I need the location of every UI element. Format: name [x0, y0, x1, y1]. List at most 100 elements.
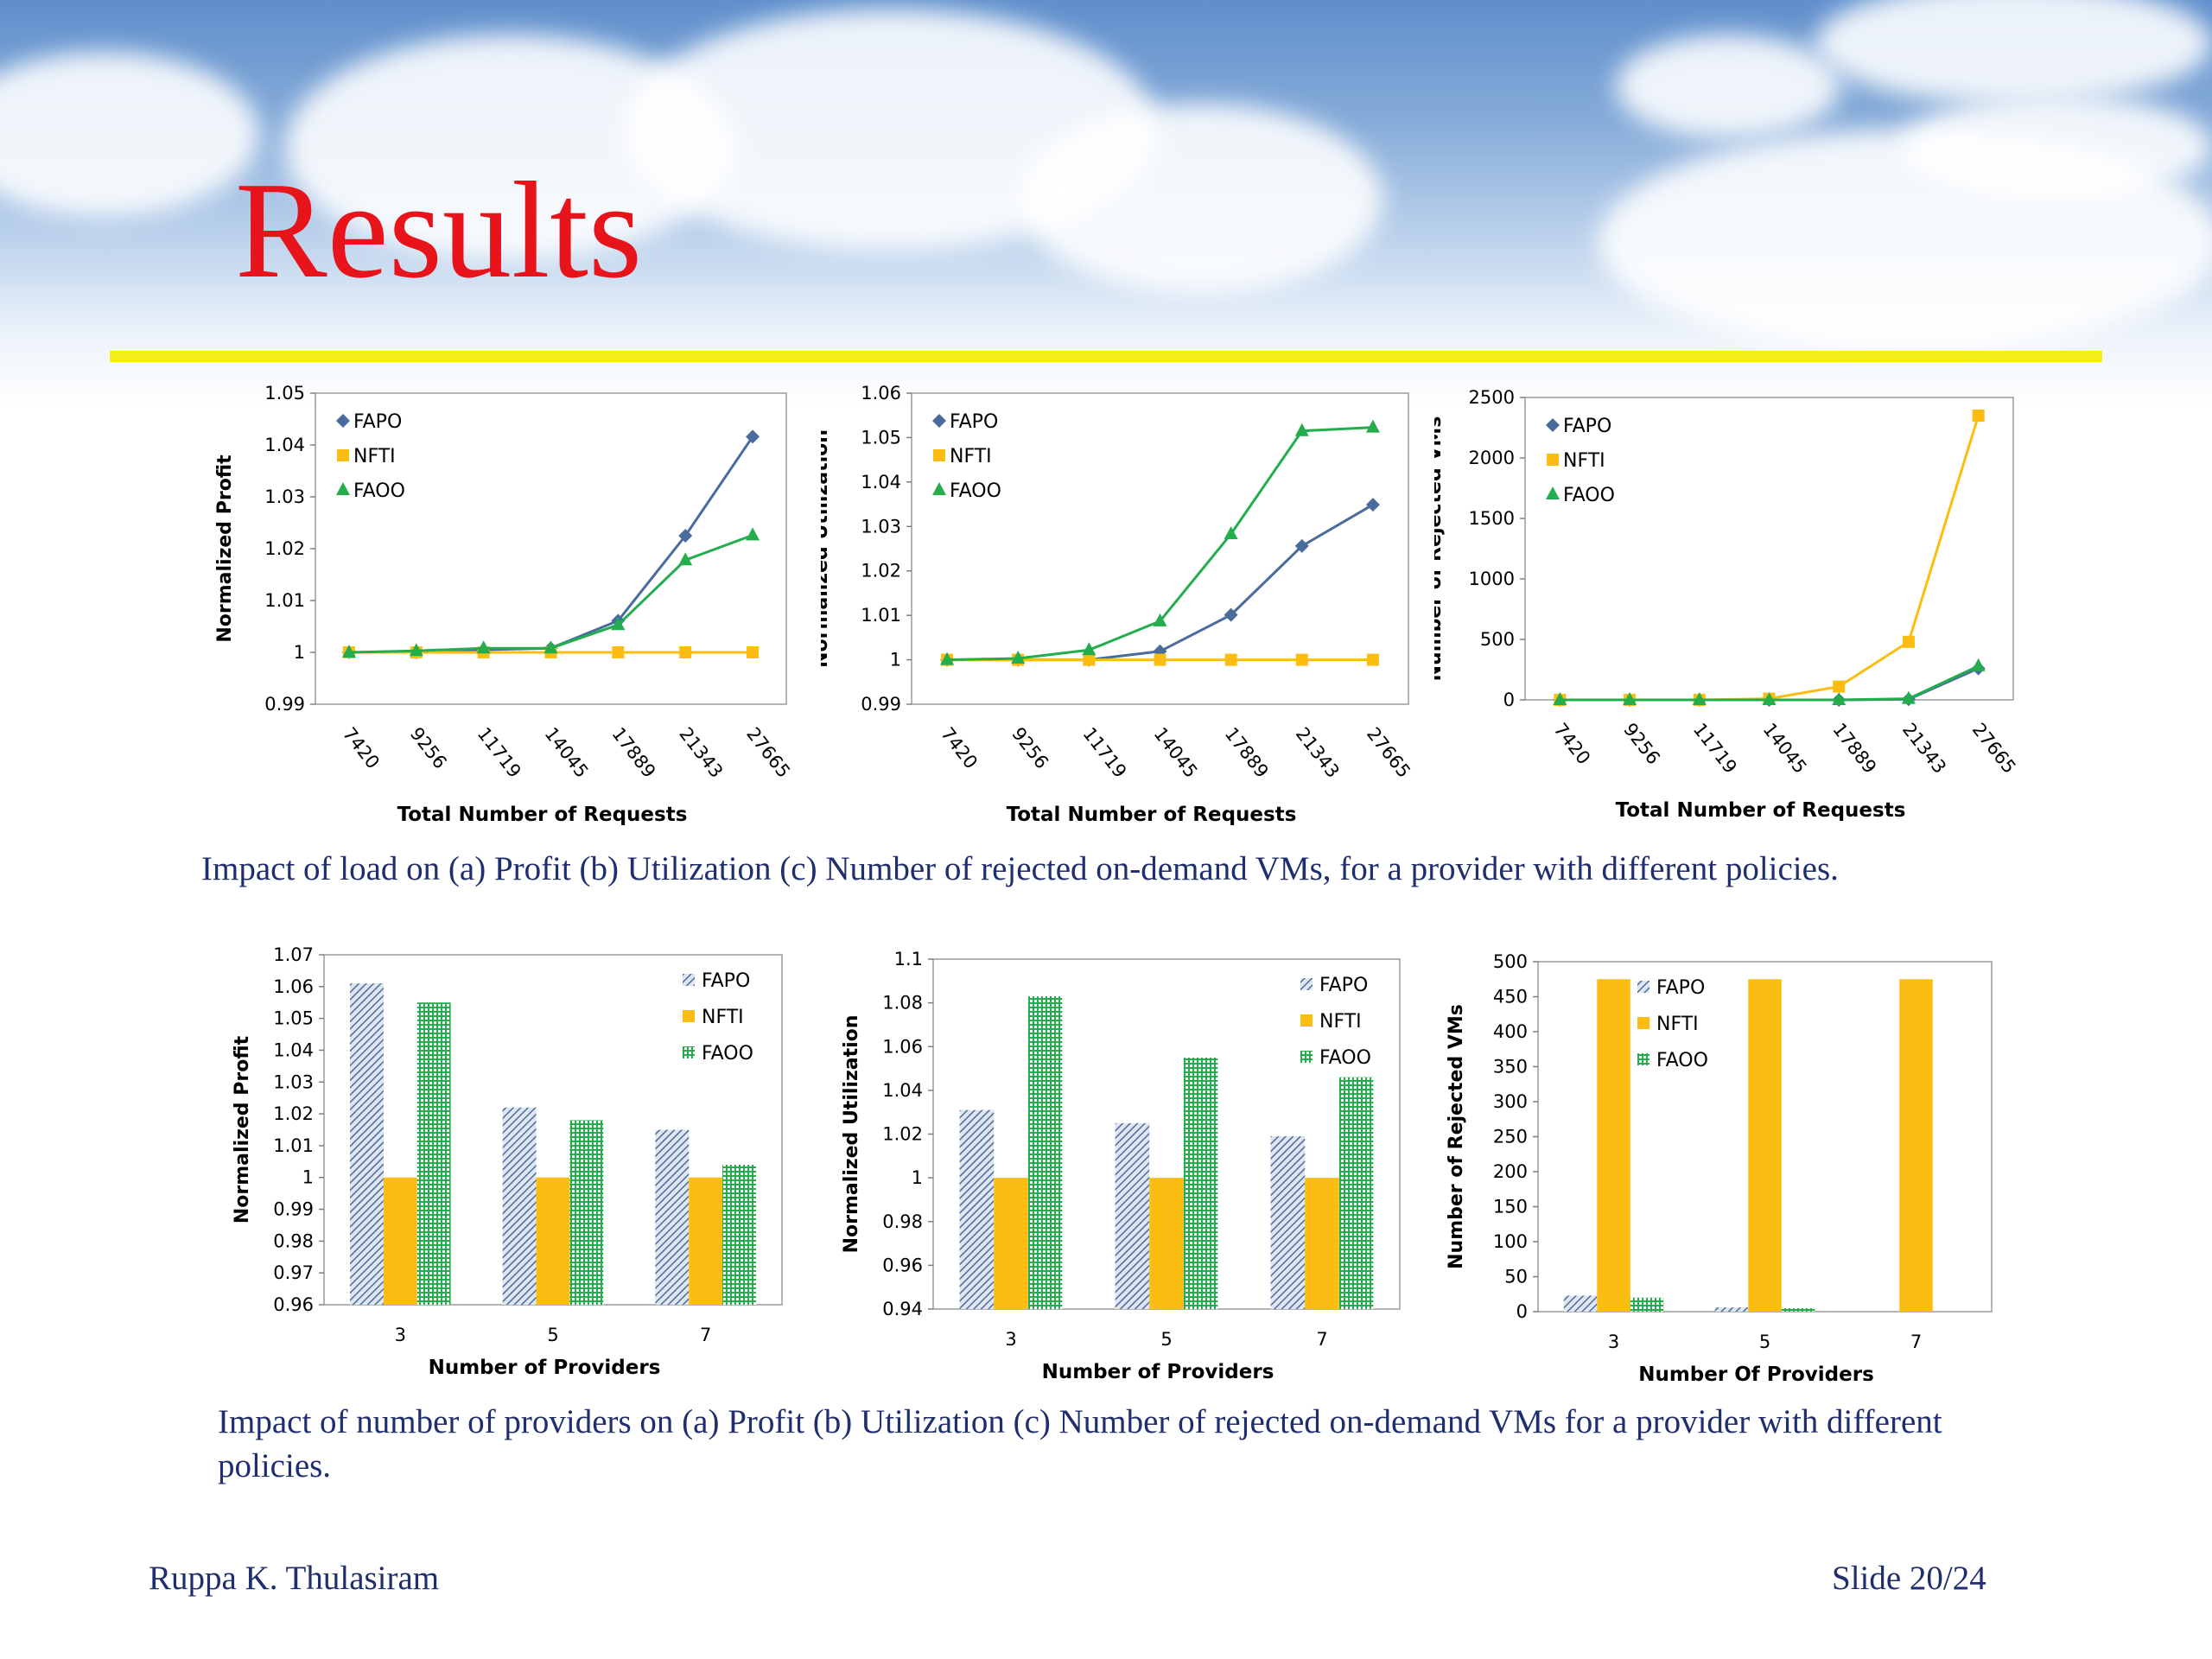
data-point-faoo — [1832, 692, 1847, 705]
y-tick-label: 0.96 — [882, 1255, 923, 1275]
legend-marker-fapo — [336, 414, 350, 428]
bar-nfti — [1149, 1178, 1184, 1309]
data-point-nfti — [679, 646, 692, 658]
chart-svg: 0.94 0.96 0.98 1 1.02 1.04 1.06 1.08 1.1 Normaliz… — [841, 949, 1401, 1383]
y-tick-label: 0.98 — [882, 1211, 923, 1232]
bar-nfti — [1305, 1178, 1339, 1309]
data-point-nfti — [1833, 680, 1846, 693]
x-tick-label: 7420 — [937, 723, 982, 772]
x-tick-label: 27665 — [742, 723, 794, 781]
x-tick-label: 5 — [547, 1325, 558, 1345]
sky-background — [0, 0, 2212, 406]
data-point-faoo — [409, 643, 423, 657]
data-point-faoo — [476, 640, 491, 654]
data-point-faoo — [1553, 692, 1567, 705]
legend-label-fapo: FAPO — [950, 411, 998, 433]
x-tick-label: 9256 — [1007, 723, 1052, 772]
title-divider — [110, 351, 2102, 362]
data-point-faoo — [611, 617, 626, 631]
data-point-nfti — [1154, 653, 1166, 666]
y-axis-label: Number of Rejected VMs — [1434, 416, 1446, 682]
y-tick-label: 250 — [1493, 1127, 1528, 1147]
y-tick-label: 0.99 — [273, 1199, 314, 1220]
x-tick-label: 9256 — [406, 723, 451, 772]
y-tick-label: 200 — [1493, 1161, 1528, 1182]
bar-nfti — [536, 1177, 570, 1305]
y-tick-label: 1.02 — [861, 561, 901, 582]
y-tick-label: 1.01 — [861, 605, 901, 626]
bar-fapo — [1714, 1307, 1749, 1312]
legend-swatch-nfti — [683, 1010, 695, 1022]
y-tick-label: 500 — [1480, 629, 1515, 650]
x-tick-label: 5 — [1160, 1329, 1172, 1350]
y-tick-label: 1.04 — [273, 1039, 314, 1060]
y-tick-label: 1.02 — [264, 538, 305, 559]
y-tick-label: 1 — [912, 1167, 923, 1188]
bar-faoo — [722, 1165, 756, 1305]
y-tick-label: 0.99 — [264, 694, 305, 715]
y-tick-label: 500 — [1493, 951, 1528, 972]
bar-fapo — [502, 1107, 537, 1305]
chart-utilization-vs-providers: 0.94 0.96 0.98 1 1.02 1.04 1.06 1.08 1.1 Normaliz… — [825, 929, 1413, 1395]
legend-label-faoo: FAOO — [1563, 485, 1615, 506]
x-tick-label: 11719 — [474, 723, 525, 781]
legend-label-nfti: NFTI — [702, 1007, 744, 1028]
y-axis-label: Number of Rejected VMs — [1446, 1004, 1467, 1269]
bar-faoo — [1183, 1057, 1218, 1309]
bar-faoo — [569, 1120, 604, 1305]
chart-svg: 0 500 1000 1500 2000 2500 Number of Rejected V… — [1434, 387, 2020, 822]
y-axis-label: Normalized Profit — [232, 1035, 253, 1224]
legend-marker-faoo — [932, 482, 946, 495]
chart-profit-vs-providers: 0.96 0.97 0.98 0.99 1 1.01 1.02 1.03 1.04 1.05 1.0… — [207, 929, 812, 1395]
legend-label-faoo: FAOO — [1656, 1050, 1708, 1071]
legend-marker-faoo — [1546, 486, 1560, 499]
y-tick-label: 0 — [1503, 690, 1515, 710]
legend-label-faoo: FAOO — [353, 480, 405, 502]
y-tick-label: 1.02 — [273, 1103, 314, 1124]
y-tick-label: 1 — [294, 642, 305, 663]
x-tick-label: 17889 — [1828, 719, 1880, 777]
y-tick-label: 0.96 — [273, 1294, 314, 1315]
x-axis-label: Total Number of Requests — [1007, 804, 1297, 826]
y-tick-label: 1.06 — [861, 383, 901, 404]
footer-slide-number: Slide 20/24 — [1832, 1560, 1986, 1597]
x-tick-label: 14045 — [1150, 723, 1202, 781]
legend-label-fapo: FAPO — [1563, 416, 1611, 437]
x-tick-label: 9256 — [1619, 719, 1664, 768]
x-tick-label: 11719 — [1078, 723, 1130, 781]
bar-nfti — [1748, 979, 1782, 1312]
x-tick-label: 17889 — [1221, 723, 1273, 781]
data-point-nfti — [612, 646, 625, 658]
legend-swatch-nfti — [1637, 1017, 1649, 1029]
y-tick-label: 1.06 — [273, 976, 314, 997]
data-point-nfti — [1366, 653, 1379, 666]
legend-label-nfti: NFTI — [950, 446, 992, 467]
x-tick-label: 7420 — [1549, 719, 1594, 768]
bar-faoo — [1027, 996, 1063, 1309]
data-point-nfti — [1083, 653, 1096, 666]
legend-label-nfti: NFTI — [1563, 450, 1605, 472]
x-tick-label: 14045 — [541, 723, 593, 781]
y-tick-label: 450 — [1493, 987, 1528, 1007]
y-tick-label: 1.03 — [264, 486, 305, 507]
x-tick-label: 7 — [1316, 1329, 1327, 1350]
data-point-faoo — [1901, 690, 1916, 704]
x-tick-label: 14045 — [1759, 719, 1811, 777]
y-tick-label: 1.05 — [861, 427, 901, 448]
y-tick-label: 1000 — [1469, 569, 1515, 589]
y-tick-label: 300 — [1493, 1091, 1528, 1112]
bar-nfti — [1597, 979, 1630, 1312]
bar-fapo — [959, 1109, 995, 1309]
x-axis-label: Number Of Providers — [1638, 1363, 1874, 1386]
x-tick-label: 27665 — [1363, 723, 1414, 781]
legend-label-fapo: FAPO — [353, 411, 402, 433]
legend-label-faoo: FAOO — [950, 480, 1001, 502]
data-point-faoo — [543, 640, 558, 654]
data-point-nfti — [1972, 410, 1985, 422]
bar-fapo — [1270, 1136, 1306, 1309]
legend-swatch-faoo — [683, 1046, 695, 1058]
legend-marker-nfti — [933, 449, 945, 461]
data-point-nfti — [1295, 653, 1308, 666]
y-tick-label: 50 — [1504, 1267, 1528, 1287]
y-tick-label: 0.99 — [861, 694, 901, 715]
